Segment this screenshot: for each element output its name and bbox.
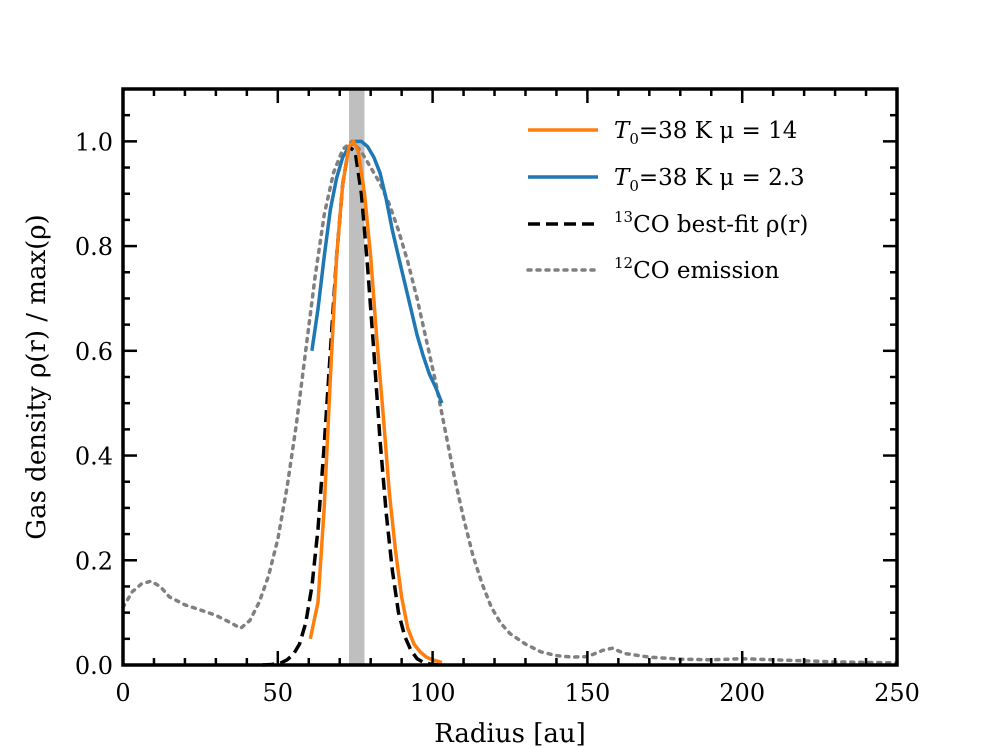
x-tick-label: 150 bbox=[564, 679, 610, 707]
series-line-1 bbox=[310, 139, 444, 404]
y-tick-label: 1.0 bbox=[75, 128, 113, 156]
legend-label-2: 13CO best-fit ρ(r) bbox=[614, 208, 808, 238]
x-tick-label: 100 bbox=[410, 679, 456, 707]
x-tick-label: 50 bbox=[263, 679, 294, 707]
y-tick-label: 0.2 bbox=[75, 547, 113, 575]
x-axis-label: Radius [au] bbox=[434, 719, 586, 747]
plot-frame bbox=[121, 87, 899, 667]
y-tick-label: 0.0 bbox=[75, 652, 113, 680]
y-axis-label: Gas density ρ(r) / max(ρ) bbox=[22, 214, 52, 539]
legend-label-1: T0=38 K μ = 2.3 bbox=[614, 165, 805, 195]
y-tick-label: 0.8 bbox=[75, 233, 113, 261]
legend-label-0: T0=38 K μ = 14 bbox=[614, 118, 797, 148]
y-tick-label: 0.4 bbox=[75, 443, 113, 471]
series-line-2 bbox=[262, 144, 439, 667]
series-line-0 bbox=[308, 139, 443, 665]
shaded-band bbox=[349, 89, 365, 665]
x-tick-label: 250 bbox=[874, 679, 920, 707]
y-tick-label: 0.6 bbox=[75, 338, 113, 366]
legend-label-3: 12CO emission bbox=[614, 254, 779, 284]
x-tick-label: 200 bbox=[719, 679, 765, 707]
plot-background bbox=[123, 89, 897, 665]
x-tick-label: 0 bbox=[115, 679, 130, 707]
series-line-3 bbox=[121, 139, 899, 665]
